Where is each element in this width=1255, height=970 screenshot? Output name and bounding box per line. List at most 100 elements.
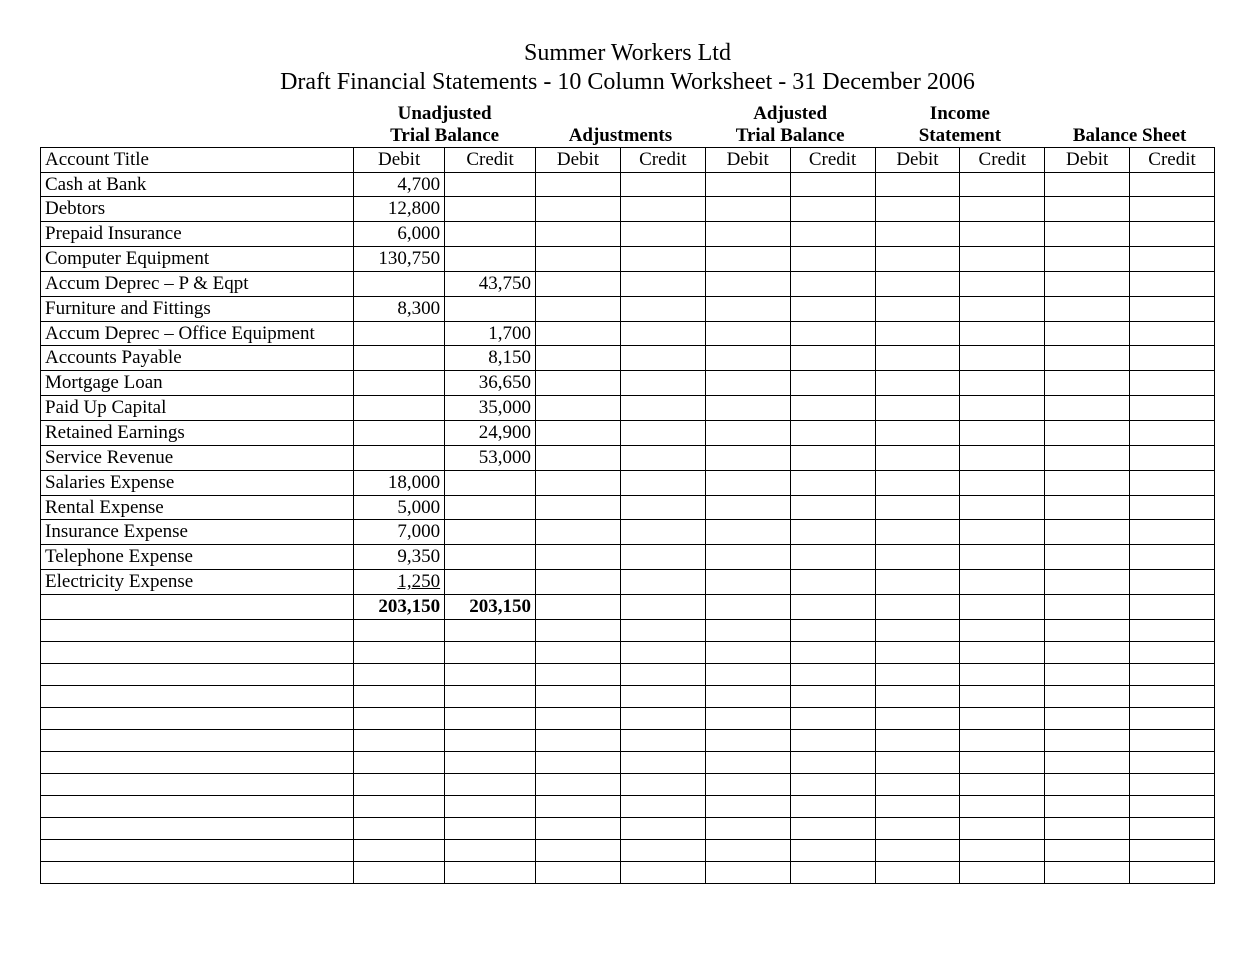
number-cell: [705, 495, 790, 520]
number-cell: [354, 751, 445, 773]
number-cell: [705, 751, 790, 773]
number-cell: [445, 861, 536, 883]
number-cell: [1045, 346, 1130, 371]
number-cell: 8,300: [354, 296, 445, 321]
table-row: [41, 707, 1215, 729]
number-cell: [705, 445, 790, 470]
number-cell: [790, 795, 875, 817]
number-cell: [790, 420, 875, 445]
number-cell: [1130, 751, 1215, 773]
number-cell: [354, 641, 445, 663]
number-cell: [445, 619, 536, 641]
number-cell: [705, 271, 790, 296]
number-cell: 203,150: [354, 594, 445, 619]
number-cell: [705, 321, 790, 346]
col-header-bs-debit: Debit: [1045, 147, 1130, 172]
number-cell: [960, 861, 1045, 883]
number-cell: [875, 520, 960, 545]
number-cell: 18,000: [354, 470, 445, 495]
number-cell: [960, 751, 1045, 773]
number-cell: [875, 197, 960, 222]
number-cell: [1130, 594, 1215, 619]
account-title-cell: Insurance Expense: [41, 520, 354, 545]
number-cell: [1045, 520, 1130, 545]
account-title-cell: Accum Deprec – P & Eqpt: [41, 271, 354, 296]
number-cell: [1045, 296, 1130, 321]
number-cell: [445, 545, 536, 570]
number-cell: [875, 570, 960, 595]
number-cell: [536, 172, 621, 197]
number-cell: [875, 296, 960, 321]
number-cell: [705, 296, 790, 321]
number-cell: [705, 663, 790, 685]
col-header-atb-credit: Credit: [790, 147, 875, 172]
col-header-adj-debit: Debit: [536, 147, 621, 172]
number-cell: [354, 346, 445, 371]
number-cell: [445, 197, 536, 222]
number-cell: [445, 222, 536, 247]
number-cell: [875, 839, 960, 861]
number-cell: [790, 594, 875, 619]
number-cell: [354, 817, 445, 839]
table-row: Paid Up Capital35,000: [41, 396, 1215, 421]
number-cell: [620, 839, 705, 861]
number-cell: [960, 470, 1045, 495]
number-cell: [620, 172, 705, 197]
company-name: Summer Workers Ltd: [40, 40, 1215, 67]
number-cell: [445, 663, 536, 685]
number-cell: [620, 470, 705, 495]
number-cell: [875, 751, 960, 773]
account-title-cell: Accounts Payable: [41, 346, 354, 371]
number-cell: [1045, 619, 1130, 641]
number-cell: [960, 321, 1045, 346]
worksheet-page: Summer Workers Ltd Draft Financial State…: [0, 0, 1255, 884]
number-cell: [875, 172, 960, 197]
number-cell: [1045, 861, 1130, 883]
number-cell: [620, 795, 705, 817]
number-cell: [536, 520, 621, 545]
number-cell: [875, 545, 960, 570]
number-cell: [1130, 641, 1215, 663]
number-cell: [1130, 861, 1215, 883]
number-cell: [875, 817, 960, 839]
number-cell: [705, 222, 790, 247]
worksheet-body: Cash at Bank4,700Debtors12,800Prepaid In…: [41, 172, 1215, 883]
number-cell: [536, 594, 621, 619]
number-cell: [960, 817, 1045, 839]
number-cell: [1130, 817, 1215, 839]
table-row: Accounts Payable8,150: [41, 346, 1215, 371]
table-row: Accum Deprec – P & Eqpt43,750: [41, 271, 1215, 296]
number-cell: [1045, 570, 1130, 595]
number-cell: [354, 619, 445, 641]
number-cell: 130,750: [354, 247, 445, 272]
table-row: Telephone Expense9,350: [41, 545, 1215, 570]
number-cell: [960, 222, 1045, 247]
table-row: Computer Equipment130,750: [41, 247, 1215, 272]
account-title-cell: [41, 619, 354, 641]
number-cell: [1130, 707, 1215, 729]
number-cell: [790, 685, 875, 707]
number-cell: [705, 729, 790, 751]
number-cell: [790, 321, 875, 346]
number-cell: [620, 445, 705, 470]
table-row: Accum Deprec – Office Equipment1,700: [41, 321, 1215, 346]
number-cell: [960, 420, 1045, 445]
table-row: Salaries Expense18,000: [41, 470, 1215, 495]
account-title-cell: Retained Earnings: [41, 420, 354, 445]
number-cell: [536, 729, 621, 751]
number-cell: [875, 247, 960, 272]
number-cell: [875, 594, 960, 619]
number-cell: [875, 619, 960, 641]
number-cell: [1130, 296, 1215, 321]
totals-row: 203,150203,150: [41, 594, 1215, 619]
number-cell: [620, 729, 705, 751]
number-cell: [1045, 817, 1130, 839]
table-row: Rental Expense5,000: [41, 495, 1215, 520]
number-cell: [536, 222, 621, 247]
col-header-account-title: Account Title: [41, 147, 354, 172]
number-cell: [620, 685, 705, 707]
col-header-is-debit: Debit: [875, 147, 960, 172]
number-cell: [354, 685, 445, 707]
number-cell: [620, 641, 705, 663]
number-cell: 9,350: [354, 545, 445, 570]
